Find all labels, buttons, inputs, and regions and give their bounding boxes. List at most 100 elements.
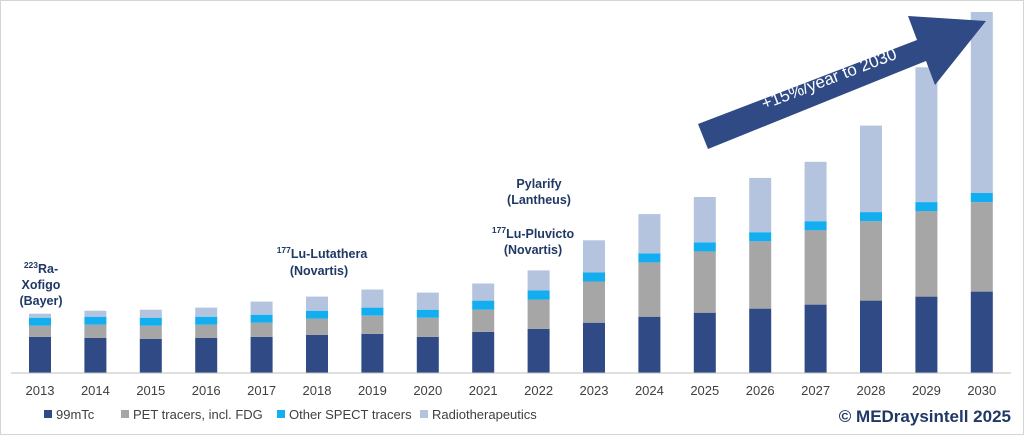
bar-2018-series-3: [306, 296, 328, 311]
svg-text:177Lu-Lutathera: 177Lu-Lutathera: [277, 245, 369, 261]
bar-2028-series-0: [860, 300, 882, 373]
bar-2027-series-2: [804, 221, 827, 231]
bar-2015-series-2: [139, 317, 162, 326]
bar-2019-series-2: [361, 307, 384, 316]
bar-2017-series-0: [250, 336, 273, 373]
bar-2014-series-2: [84, 316, 107, 325]
bar-2025-series-3: [693, 197, 716, 243]
bar-2024-series-1: [638, 262, 661, 317]
bar-2024-series-0: [638, 316, 661, 373]
bar-2025-series-2: [693, 242, 716, 252]
legend-swatch-radiotherapeutics: [420, 410, 428, 418]
bar-2021-series-1: [472, 309, 495, 332]
x-tick-label-2023: 2023: [580, 383, 609, 398]
annotation-line: (Bayer): [19, 294, 62, 308]
annotation-line: Ra-: [38, 262, 58, 276]
bar-2020-series-1: [416, 317, 439, 337]
annotation-line: (Novartis): [504, 243, 562, 257]
x-tick-label-2028: 2028: [857, 383, 886, 398]
bars-group: [29, 12, 993, 374]
annotation-superscript: 223: [24, 260, 38, 270]
legend-label-pet: PET tracers, incl. FDG: [133, 407, 263, 422]
annotation-xofigo: 223Ra- Xofigo (Bayer): [19, 260, 62, 308]
bar-2017-series-3: [250, 301, 273, 315]
bar-2013-series-0: [29, 336, 51, 373]
bar-2018-series-1: [306, 318, 328, 335]
annotation-line: Lu-Lutathera: [291, 247, 368, 261]
bar-2015-series-3: [139, 309, 162, 318]
bar-2028-series-2: [860, 212, 882, 222]
bar-2020-series-3: [416, 292, 439, 310]
x-tick-label-2027: 2027: [801, 383, 830, 398]
bar-2022-series-0: [527, 328, 550, 373]
bar-2021-series-2: [472, 300, 495, 310]
legend-swatch-99mtc: [44, 410, 52, 418]
bar-2015-series-1: [139, 325, 162, 339]
bar-2017-series-2: [250, 314, 273, 323]
svg-text:177Lu-Pluvicto: 177Lu-Pluvicto: [492, 225, 575, 241]
bar-2013-series-2: [29, 317, 51, 326]
legend-swatch-spect: [277, 410, 285, 418]
annotation-superscript: 177: [492, 225, 506, 235]
annotation-superscript: 177: [277, 245, 291, 255]
bar-2029-series-2: [915, 202, 938, 212]
x-tick-label-2019: 2019: [358, 383, 387, 398]
bar-2018-series-2: [306, 310, 328, 319]
bar-2023-series-0: [583, 322, 605, 373]
bar-2020-series-2: [416, 309, 439, 318]
legend-swatch-pet: [121, 410, 129, 418]
legend-label-99mtc: 99mTc: [56, 407, 95, 422]
x-tick-label-2016: 2016: [192, 383, 221, 398]
bar-2013-series-3: [29, 313, 51, 318]
bar-2030-series-0: [970, 291, 993, 374]
bar-2014-series-3: [84, 310, 107, 317]
copyright-notice: © MEDraysintell 2025: [838, 407, 1011, 426]
bar-2027-series-0: [804, 304, 827, 373]
bar-2019-series-1: [361, 315, 384, 334]
x-tick-labels: 2013 2014 2015 2016 2017 2018 2019 2020 2021 2022…: [26, 383, 997, 398]
bar-2023-series-3: [583, 240, 605, 273]
bar-2020-series-0: [416, 336, 439, 373]
bar-2013-series-1: [29, 325, 51, 337]
annotation-line: (Lantheus): [507, 193, 571, 207]
bar-2027-series-3: [804, 161, 827, 222]
bar-2026-series-1: [749, 241, 772, 309]
bar-2021-series-3: [472, 283, 495, 301]
bar-2028-series-1: [860, 221, 882, 301]
bar-2027-series-1: [804, 230, 827, 305]
bar-2019-series-3: [361, 289, 384, 308]
trend-arrow: +15%/year to 2030: [698, 16, 986, 149]
x-tick-label-2022: 2022: [524, 383, 553, 398]
bar-2016-series-2: [195, 316, 218, 325]
x-tick-label-2029: 2029: [912, 383, 941, 398]
bar-2030-series-1: [970, 202, 993, 292]
bar-2021-series-0: [472, 331, 495, 373]
annotation-lutathera: 177Lu-Lutathera (Novartis): [277, 245, 369, 278]
bar-2026-series-2: [749, 232, 772, 242]
legend: 99mTc PET tracers, incl. FDG Other SPECT…: [44, 407, 537, 422]
bar-2029-series-0: [915, 296, 938, 373]
bar-2025-series-1: [693, 251, 716, 313]
x-tick-label-2013: 2013: [26, 383, 55, 398]
bar-2016-series-3: [195, 307, 218, 317]
bar-2017-series-1: [250, 322, 273, 337]
bar-2018-series-0: [306, 334, 328, 373]
x-tick-label-2014: 2014: [81, 383, 110, 398]
x-tick-label-2020: 2020: [413, 383, 442, 398]
bar-2029-series-3: [915, 67, 938, 202]
svg-text:223Ra-: 223Ra-: [24, 260, 58, 276]
bar-2016-series-0: [195, 337, 218, 373]
bar-2028-series-3: [860, 125, 882, 213]
bar-2023-series-2: [583, 272, 605, 282]
annotation-pylarify: Pylarify (Lantheus): [507, 177, 571, 207]
x-tick-label-2025: 2025: [690, 383, 719, 398]
trend-arrow-shape: [698, 16, 986, 149]
x-tick-label-2015: 2015: [136, 383, 165, 398]
x-tick-label-2024: 2024: [635, 383, 664, 398]
bar-2015-series-0: [139, 338, 162, 373]
annotation-line: (Novartis): [290, 264, 348, 278]
bar-2025-series-0: [693, 312, 716, 373]
x-tick-label-2021: 2021: [469, 383, 498, 398]
